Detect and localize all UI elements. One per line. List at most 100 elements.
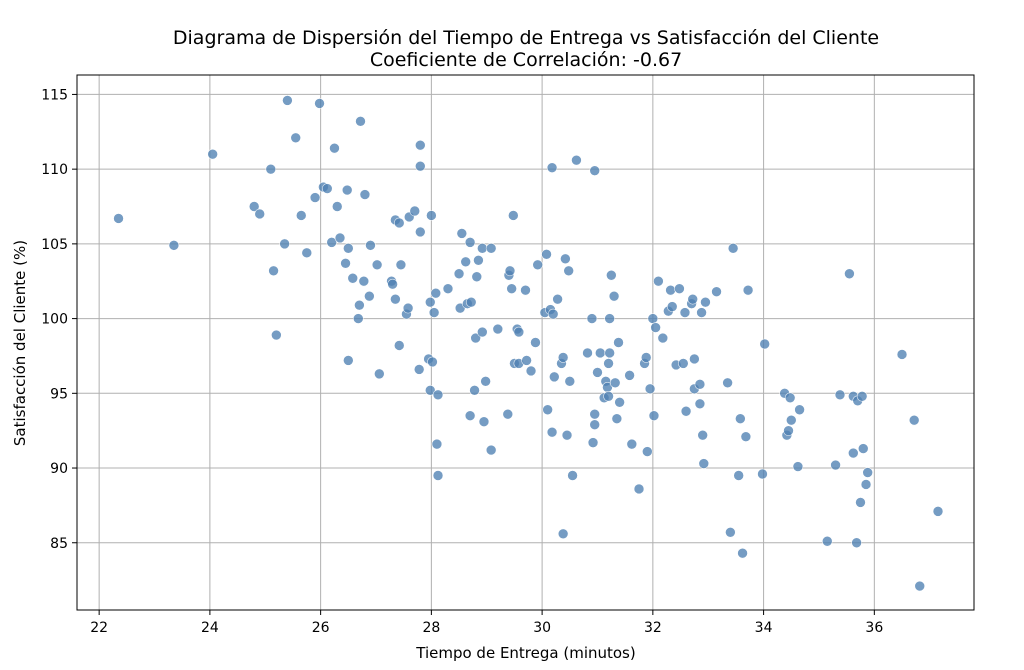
data-point bbox=[624, 370, 635, 381]
data-point bbox=[757, 468, 768, 480]
data-point bbox=[414, 139, 426, 151]
data-point bbox=[485, 243, 497, 254]
data-point bbox=[390, 293, 401, 305]
data-point bbox=[586, 313, 598, 324]
data-point bbox=[414, 226, 426, 238]
data-point bbox=[409, 205, 421, 217]
data-point bbox=[587, 437, 599, 448]
data-point bbox=[862, 467, 873, 478]
data-point bbox=[334, 232, 346, 244]
data-point bbox=[513, 326, 525, 338]
data-point bbox=[592, 367, 603, 378]
x-tick-label: 30 bbox=[533, 620, 551, 636]
data-point bbox=[694, 398, 706, 410]
data-point bbox=[589, 408, 601, 420]
data-point bbox=[371, 259, 383, 271]
data-point bbox=[908, 414, 920, 426]
data-point bbox=[364, 290, 375, 302]
data-point bbox=[506, 283, 517, 295]
data-point bbox=[851, 537, 862, 549]
data-point bbox=[477, 243, 488, 254]
data-point bbox=[821, 535, 833, 547]
data-point bbox=[480, 376, 491, 387]
data-point bbox=[442, 283, 454, 295]
data-point bbox=[413, 364, 425, 375]
data-point bbox=[508, 210, 519, 221]
data-point bbox=[650, 322, 661, 333]
data-point bbox=[611, 413, 623, 425]
data-point bbox=[735, 413, 746, 425]
data-point bbox=[857, 443, 869, 454]
data-point bbox=[354, 299, 365, 311]
data-point bbox=[430, 287, 442, 299]
data-point bbox=[609, 377, 621, 389]
data-point bbox=[477, 326, 488, 338]
data-point bbox=[564, 376, 576, 387]
data-point bbox=[341, 184, 353, 196]
data-point bbox=[374, 368, 385, 380]
data-point bbox=[113, 213, 124, 224]
data-point bbox=[657, 332, 669, 344]
data-point bbox=[606, 269, 617, 281]
data-point bbox=[271, 329, 282, 341]
data-point bbox=[548, 371, 560, 383]
data-point bbox=[644, 383, 656, 395]
data-point bbox=[603, 358, 614, 369]
data-point bbox=[742, 284, 754, 296]
data-point bbox=[352, 313, 364, 324]
axis-ticks: 22 24 26 28 30 32 34 36 85 90 95 100 105 110 115 bbox=[41, 87, 883, 636]
data-point bbox=[711, 286, 722, 297]
data-point bbox=[860, 479, 872, 490]
data-point bbox=[733, 470, 744, 481]
data-point bbox=[604, 313, 615, 324]
data-point bbox=[847, 447, 859, 459]
data-point bbox=[314, 98, 325, 109]
data-point bbox=[343, 243, 354, 254]
y-tick-label: 105 bbox=[41, 237, 68, 253]
data-point bbox=[469, 385, 480, 396]
data-point bbox=[678, 358, 689, 369]
data-point bbox=[343, 355, 354, 366]
data-point bbox=[830, 459, 841, 471]
data-point bbox=[453, 268, 465, 280]
x-tick-label: 28 bbox=[422, 620, 440, 636]
data-point bbox=[737, 547, 748, 559]
data-point bbox=[594, 347, 606, 359]
data-point bbox=[727, 243, 739, 254]
data-point bbox=[546, 162, 558, 173]
data-point bbox=[402, 302, 414, 314]
data-point bbox=[460, 256, 472, 268]
data-point bbox=[725, 526, 736, 538]
data-point bbox=[254, 208, 266, 220]
data-point bbox=[700, 296, 711, 308]
data-point bbox=[561, 429, 573, 441]
data-point bbox=[395, 259, 407, 271]
data-point bbox=[282, 95, 293, 106]
data-point bbox=[740, 431, 752, 442]
data-point bbox=[465, 296, 477, 308]
x-tick-label: 34 bbox=[755, 620, 773, 636]
data-point bbox=[492, 323, 504, 335]
data-point bbox=[547, 308, 559, 320]
data-point bbox=[571, 154, 582, 166]
x-axis-label: Tiempo de Entrega (minutos) bbox=[415, 644, 635, 662]
data-point bbox=[896, 349, 908, 360]
data-point bbox=[694, 379, 706, 390]
data-point bbox=[464, 237, 476, 248]
data-point bbox=[504, 265, 516, 277]
y-tick-label: 100 bbox=[41, 312, 68, 328]
data-point bbox=[355, 116, 366, 127]
data-point bbox=[393, 340, 405, 351]
data-point bbox=[309, 192, 321, 203]
data-point bbox=[666, 301, 678, 312]
data-point bbox=[331, 201, 343, 212]
y-tick-label: 115 bbox=[41, 87, 68, 103]
data-point bbox=[614, 396, 625, 408]
data-point bbox=[326, 237, 338, 248]
data-point bbox=[679, 307, 691, 318]
data-point bbox=[665, 284, 676, 296]
data-point bbox=[834, 389, 846, 401]
data-point bbox=[552, 293, 563, 305]
data-point bbox=[365, 240, 376, 251]
